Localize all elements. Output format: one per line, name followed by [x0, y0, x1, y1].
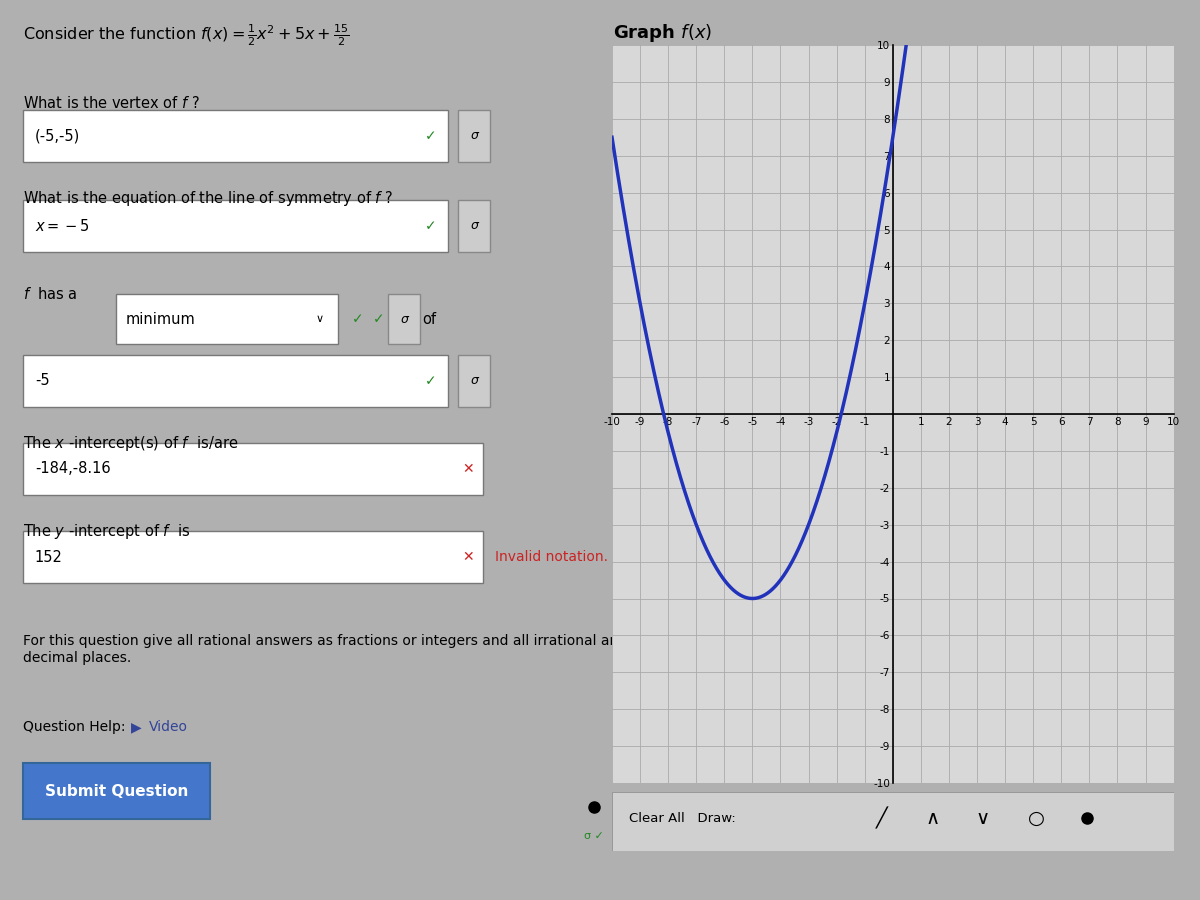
Text: σ ✓: σ ✓ [584, 831, 604, 841]
Text: ✓: ✓ [425, 374, 437, 388]
Text: of: of [422, 311, 436, 327]
FancyBboxPatch shape [23, 443, 484, 495]
FancyBboxPatch shape [23, 200, 448, 252]
Text: ✓: ✓ [372, 312, 384, 326]
FancyBboxPatch shape [612, 792, 1174, 850]
Text: ✕: ✕ [463, 462, 474, 476]
Text: The $y$ -intercept of $f$  is: The $y$ -intercept of $f$ is [23, 522, 191, 541]
Text: ✓: ✓ [352, 312, 364, 326]
Text: For this question give all rational answers as fractions or integers and all irr: For this question give all rational answ… [23, 634, 752, 665]
Text: What is the vertex of $f$ ?: What is the vertex of $f$ ? [23, 94, 200, 111]
Text: (-5,-5): (-5,-5) [35, 129, 80, 143]
FancyBboxPatch shape [458, 200, 491, 252]
Text: Video: Video [149, 720, 187, 734]
Text: minimum: minimum [125, 311, 194, 327]
Text: -184,-8.16: -184,-8.16 [35, 462, 110, 476]
Text: Invalid notation.: Invalid notation. [494, 550, 607, 564]
Text: Consider the function $f(x) = \frac{1}{2}x^2 + 5x + \frac{15}{2}$: Consider the function $f(x) = \frac{1}{2… [23, 22, 350, 49]
Text: ✕: ✕ [463, 550, 474, 564]
FancyBboxPatch shape [23, 110, 448, 162]
Text: σ: σ [470, 220, 479, 232]
Text: 152: 152 [35, 550, 62, 564]
Text: σ: σ [470, 374, 479, 387]
FancyBboxPatch shape [23, 355, 448, 407]
Text: ✓: ✓ [425, 219, 437, 233]
Text: The $x$ -intercept(s) of $f$  is/are: The $x$ -intercept(s) of $f$ is/are [23, 434, 239, 453]
Text: ▶: ▶ [131, 720, 142, 734]
FancyBboxPatch shape [23, 531, 484, 583]
FancyBboxPatch shape [116, 294, 337, 344]
Text: $f$  has a: $f$ has a [23, 286, 78, 302]
Text: Clear All   Draw:: Clear All Draw: [629, 812, 736, 824]
Text: ∨: ∨ [316, 314, 324, 324]
FancyBboxPatch shape [458, 110, 491, 162]
Text: ○: ○ [1027, 809, 1044, 828]
Text: Graph $f(x)$: Graph $f(x)$ [613, 22, 712, 44]
Text: ╱: ╱ [876, 807, 888, 830]
Text: ✓: ✓ [425, 129, 437, 143]
FancyBboxPatch shape [23, 763, 210, 819]
Text: Submit Question: Submit Question [44, 784, 188, 798]
FancyBboxPatch shape [458, 355, 491, 407]
FancyBboxPatch shape [389, 294, 420, 344]
Text: ∧: ∧ [925, 809, 940, 828]
Text: σ: σ [401, 312, 408, 326]
Text: -5: -5 [35, 374, 49, 388]
Text: Question Help:: Question Help: [23, 720, 126, 734]
Text: What is the equation of the line of symmetry of $f$ ?: What is the equation of the line of symm… [23, 189, 394, 208]
Text: ∨: ∨ [976, 809, 990, 828]
Text: σ: σ [470, 130, 479, 142]
Text: $x = -5$: $x = -5$ [35, 218, 90, 234]
